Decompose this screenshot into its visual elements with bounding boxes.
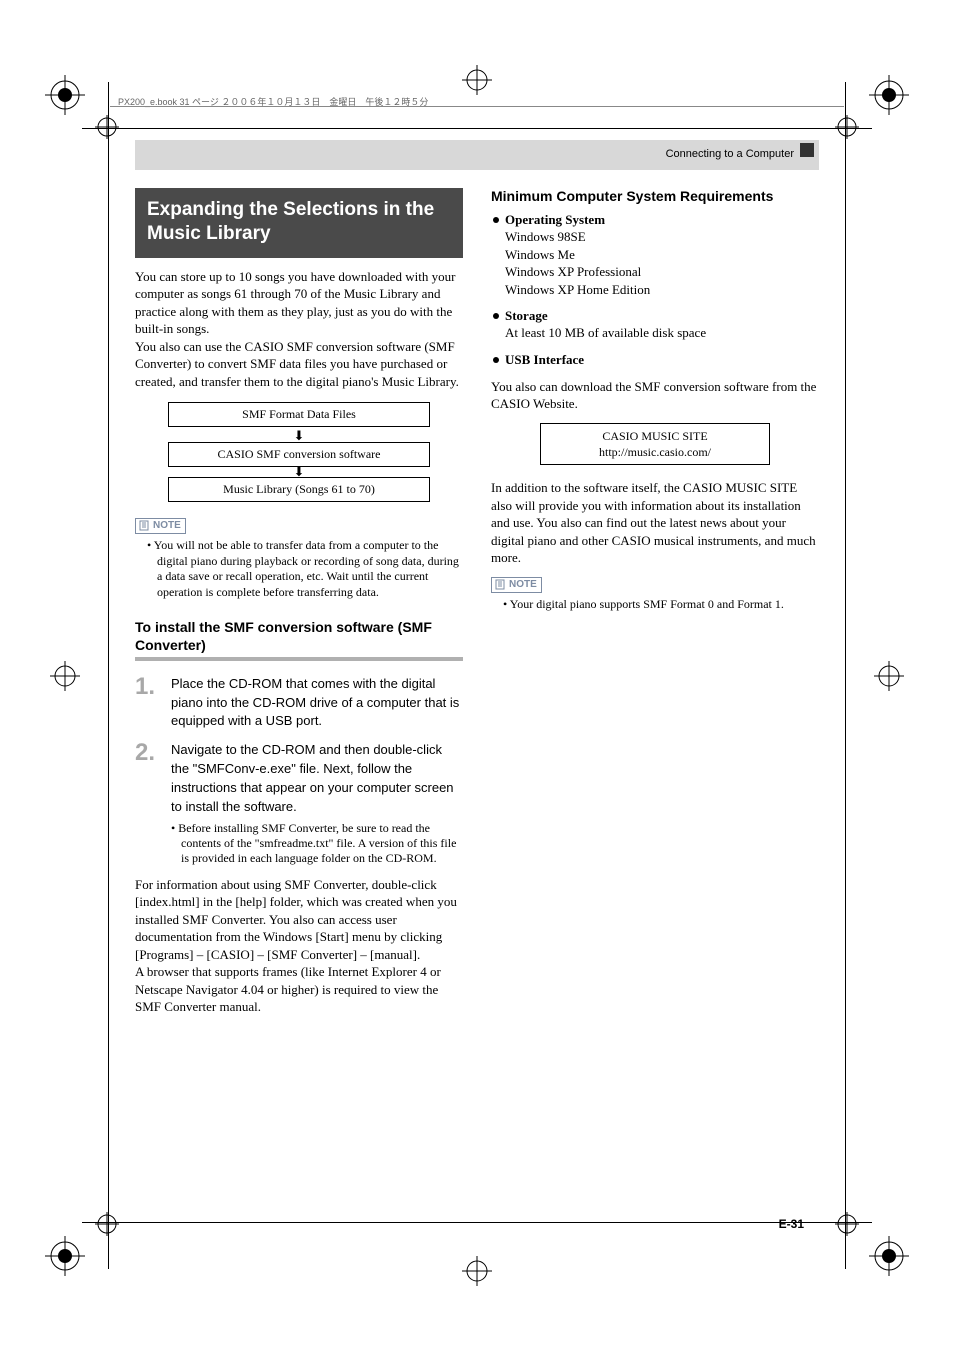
note-icon bbox=[138, 519, 150, 533]
step-1: 1 Place the CD-ROM that comes with the d… bbox=[135, 675, 463, 732]
left-column: Expanding the Selections in the Music Li… bbox=[135, 188, 463, 1251]
cropmark-icon bbox=[869, 1236, 909, 1276]
site-box: CASIO MUSIC SITE http://music.casio.com/ bbox=[540, 423, 770, 465]
page-title: Expanding the Selections in the Music Li… bbox=[135, 188, 463, 258]
cropmark-icon bbox=[457, 1251, 497, 1291]
req-body: Windows 98SE Windows Me Windows XP Profe… bbox=[491, 228, 819, 298]
section-header: Connecting to a Computer bbox=[666, 148, 794, 160]
after-steps-text: For information about using SMF Converte… bbox=[135, 876, 463, 1016]
step-body: Navigate to the CD-ROM and then double-c… bbox=[171, 741, 463, 816]
cropmark-icon bbox=[45, 75, 85, 115]
cropmark-icon bbox=[45, 1236, 85, 1276]
flow-diagram: Music Library (Songs 61 to 70) bbox=[168, 477, 430, 502]
flow-diagram: CASIO SMF conversion software bbox=[168, 442, 430, 467]
req-head: Storage bbox=[491, 308, 819, 324]
step-number: 1 bbox=[135, 675, 163, 732]
note-badge: NOTE bbox=[491, 577, 542, 593]
step-2: 2 Navigate to the CD-ROM and then double… bbox=[135, 741, 463, 865]
registration-icon bbox=[95, 1212, 119, 1236]
subheading-rule bbox=[135, 657, 463, 661]
note-text: • You will not be able to transfer data … bbox=[135, 538, 463, 600]
note-text: • Your digital piano supports SMF Format… bbox=[491, 597, 819, 613]
req-body: At least 10 MB of available disk space bbox=[491, 324, 819, 342]
right-column: Minimum Computer System Requirements Ope… bbox=[491, 188, 819, 1251]
step-number: 2 bbox=[135, 741, 163, 865]
step-sub-bullet: • Before installing SMF Converter, be su… bbox=[171, 821, 463, 866]
flow-row: Music Library (Songs 61 to 70) bbox=[168, 477, 429, 501]
registration-icon bbox=[835, 1212, 859, 1236]
cropmark-icon bbox=[869, 75, 909, 115]
page-number: E-31 bbox=[779, 1217, 804, 1231]
note-label-text: NOTE bbox=[509, 579, 537, 590]
note-badge: NOTE bbox=[135, 518, 186, 534]
section-marker-icon bbox=[800, 143, 814, 157]
requirements-heading: Minimum Computer System Requirements bbox=[491, 188, 819, 204]
flow-row: SMF Format Data Files bbox=[168, 403, 429, 427]
cropmark-icon bbox=[457, 60, 497, 100]
page-columns: Expanding the Selections in the Music Li… bbox=[135, 188, 819, 1251]
flow-row: CASIO SMF conversion software bbox=[168, 442, 429, 466]
registration-icon bbox=[95, 115, 119, 139]
registration-icon bbox=[835, 115, 859, 139]
trim-line bbox=[108, 82, 109, 1269]
note-icon bbox=[494, 578, 506, 592]
intro-text: You can store up to 10 songs you have do… bbox=[135, 268, 463, 391]
req-storage: Storage At least 10 MB of available disk… bbox=[491, 308, 819, 342]
req-head: USB Interface bbox=[491, 352, 819, 368]
note-label-text: NOTE bbox=[153, 520, 181, 531]
download-text: You also can download the SMF conversion… bbox=[491, 378, 819, 413]
cropmark-icon bbox=[869, 656, 909, 696]
trim-line bbox=[82, 128, 872, 129]
req-usb: USB Interface bbox=[491, 352, 819, 368]
subheading: To install the SMF conversion software (… bbox=[135, 618, 463, 654]
req-os: Operating System Windows 98SE Windows Me… bbox=[491, 212, 819, 298]
req-head: Operating System bbox=[491, 212, 819, 228]
trim-line bbox=[845, 82, 846, 1269]
cropmark-icon bbox=[45, 656, 85, 696]
header-rule bbox=[110, 106, 844, 107]
step-body: Place the CD-ROM that comes with the dig… bbox=[171, 675, 463, 732]
flow-diagram: SMF Format Data Files bbox=[168, 402, 430, 427]
site-para: In addition to the software itself, the … bbox=[491, 479, 819, 567]
